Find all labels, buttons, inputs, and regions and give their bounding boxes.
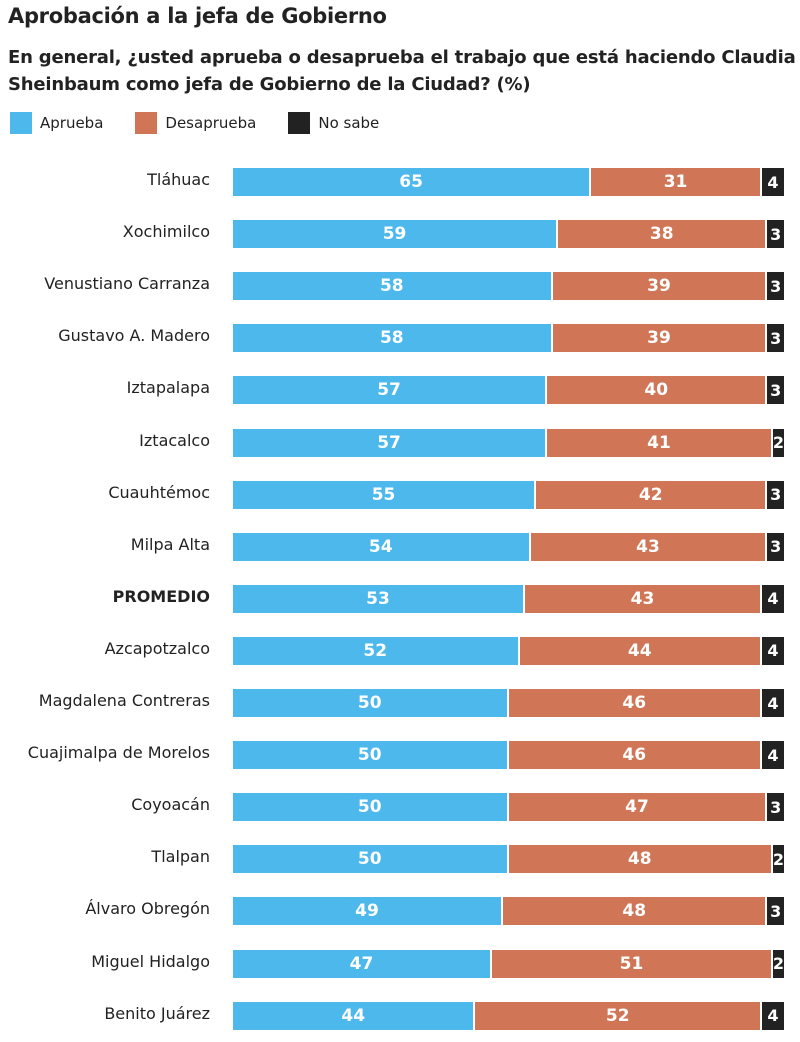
bar-desaprueba: 51 [491, 949, 773, 978]
bar-no-sabe: 3 [767, 480, 784, 509]
bar-aprueba: 54 [233, 532, 531, 561]
bar-aprueba: 57 [233, 428, 548, 457]
bar-no-sabe: 3 [767, 220, 784, 249]
category-label: Cuajimalpa de Morelos [27, 743, 210, 763]
bar-aprueba: 53 [233, 584, 526, 613]
category-label: PROMEDIO [112, 586, 210, 606]
bar-no-sabe: 3 [767, 272, 784, 301]
bar-aprueba: 58 [233, 272, 553, 301]
category-label: Miguel Hidalgo [91, 951, 210, 971]
bar-aprueba: 47 [233, 949, 492, 978]
bar-aprueba: 65 [233, 168, 592, 196]
bar-no-sabe: 3 [767, 532, 784, 561]
bar-aprueba: 58 [233, 324, 553, 353]
bar-row: Benito Juárez 44 52 4 [0, 1001, 800, 1030]
legend-swatch [135, 112, 158, 134]
bar-aprueba: 44 [233, 1001, 476, 1030]
category-label: Magdalena Contreras [38, 691, 210, 710]
category-label: Milpa Alta [130, 534, 210, 554]
bar-no-sabe: 4 [761, 636, 784, 665]
bar-row: Magdalena Contreras 50 46 4 [0, 689, 800, 717]
bar-aprueba: 55 [233, 480, 537, 509]
bar-aprueba: 59 [233, 220, 559, 249]
bar-no-sabe: 3 [767, 793, 784, 822]
bar-no-sabe: 4 [761, 584, 784, 613]
bar-row: Miguel Hidalgo 47 51 2 [0, 949, 800, 978]
bar-no-sabe: 2 [772, 428, 784, 457]
category-label: Azcapotzalco [104, 638, 210, 658]
bar-row: Cuajimalpa de Morelos 50 46 4 [0, 741, 800, 770]
bar-desaprueba: 47 [508, 793, 768, 822]
bar-no-sabe: 4 [761, 689, 784, 717]
bar-desaprueba: 44 [519, 636, 762, 665]
bar-aprueba: 50 [233, 689, 509, 717]
legend-item-desaprueba: Desaprueba [135, 112, 256, 134]
category-label: Álvaro Obregón [85, 899, 210, 919]
bar-aprueba: 57 [233, 376, 548, 405]
bar-row: Xochimilco 59 38 3 [0, 220, 800, 249]
category-label: Tláhuac [147, 170, 210, 189]
bar-desaprueba: 38 [558, 220, 768, 249]
category-label: Venustiano Carranza [44, 274, 210, 294]
bar-row: Azcapotzalco 52 44 4 [0, 636, 800, 665]
bar-desaprueba: 40 [547, 376, 768, 405]
bar-aprueba: 52 [233, 636, 520, 665]
bar-no-sabe: 3 [767, 897, 784, 926]
bar-no-sabe: 2 [772, 845, 784, 874]
bar-row: Tláhuac 65 31 4 [0, 168, 800, 196]
category-label: Iztapalapa [126, 378, 210, 398]
bar-row: Gustavo A. Madero 58 39 3 [0, 324, 800, 353]
bar-no-sabe: 2 [772, 949, 784, 978]
chart-title: Aprobación a la jefa de Gobierno [8, 4, 387, 28]
bar-row: Iztapalapa 57 40 3 [0, 376, 800, 405]
bar-desaprueba: 52 [475, 1001, 762, 1030]
bar-desaprueba: 39 [552, 324, 768, 353]
legend-swatch [10, 112, 32, 134]
category-label: Iztacalco [139, 430, 210, 450]
bar-aprueba: 50 [233, 741, 509, 770]
bar-row: Venustiano Carranza 58 39 3 [0, 272, 800, 301]
bar-row: Cuauhtémoc 55 42 3 [0, 480, 800, 509]
bar-desaprueba: 46 [508, 741, 762, 770]
bar-desaprueba: 31 [591, 168, 762, 196]
bar-desaprueba: 46 [508, 689, 762, 717]
category-label: Gustavo A. Madero [58, 326, 210, 346]
category-label: Cuauhtémoc [108, 482, 210, 502]
bar-row: Iztacalco 57 41 2 [0, 428, 800, 457]
bar-desaprueba: 41 [547, 428, 773, 457]
legend: Aprueba Desaprueba No sabe [10, 112, 411, 134]
category-label: Xochimilco [122, 222, 210, 242]
bar-desaprueba: 42 [536, 480, 768, 509]
legend-label: No sabe [318, 114, 380, 132]
bar-desaprueba: 39 [552, 272, 768, 301]
bar-desaprueba: 48 [508, 845, 773, 874]
legend-item-no-sabe: No sabe [288, 112, 379, 134]
bar-aprueba: 50 [233, 845, 509, 874]
bar-desaprueba: 43 [530, 532, 768, 561]
legend-label: Desaprueba [165, 114, 257, 132]
legend-item-aprueba: Aprueba [10, 112, 103, 134]
bar-aprueba: 49 [233, 897, 503, 926]
bar-desaprueba: 43 [525, 584, 762, 613]
bar-no-sabe: 4 [761, 1001, 784, 1030]
bar-row: Coyoacán 50 47 3 [0, 793, 800, 822]
bar-no-sabe: 4 [761, 168, 784, 196]
bar-row: PROMEDIO 53 43 4 [0, 584, 800, 613]
bar-row: Milpa Alta 54 43 3 [0, 532, 800, 561]
legend-label: Aprueba [40, 114, 104, 132]
bar-no-sabe: 4 [761, 741, 784, 770]
bar-no-sabe: 3 [767, 324, 784, 353]
bar-row: Tlalpan 50 48 2 [0, 845, 800, 874]
category-label: Coyoacán [131, 795, 210, 815]
category-label: Tlalpan [151, 847, 210, 867]
bar-desaprueba: 48 [502, 897, 768, 926]
legend-swatch [288, 112, 311, 134]
bar-aprueba: 50 [233, 793, 509, 822]
bar-row: Álvaro Obregón 49 48 3 [0, 897, 800, 926]
chart-subtitle: En general, ¿usted aprueba o desaprueba … [8, 47, 796, 95]
category-label: Benito Juárez [104, 1003, 210, 1023]
bar-no-sabe: 3 [767, 376, 784, 405]
